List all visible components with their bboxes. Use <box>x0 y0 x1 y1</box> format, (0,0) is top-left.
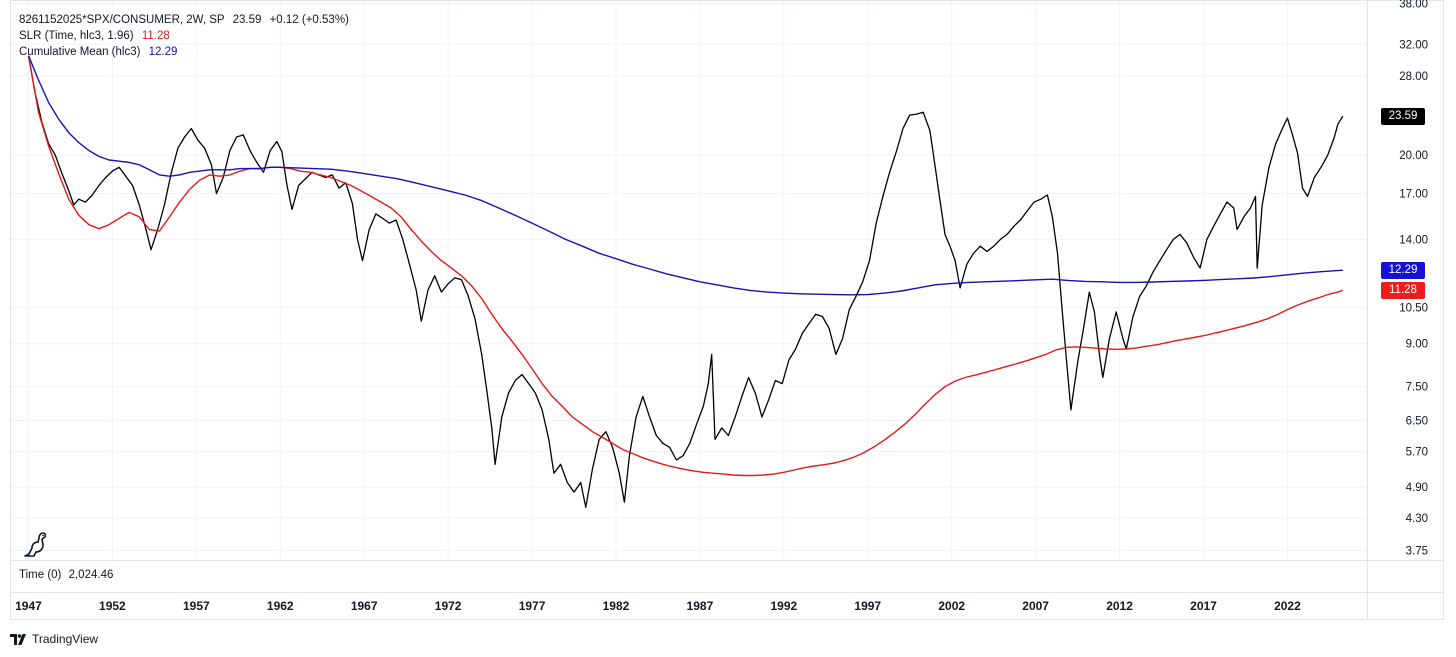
slr-label: SLR (Time, hlc3, 1.96) <box>19 30 134 42</box>
y-tick-label: 28.00 <box>1399 71 1428 83</box>
y-tick-label: 3.75 <box>1406 545 1428 557</box>
tradingview-logo[interactable]: TradingView <box>10 632 98 646</box>
y-tick-label: 9.00 <box>1406 339 1428 351</box>
mean-label: Cumulative Mean (hlc3) <box>19 46 141 58</box>
y-tick-label: 4.90 <box>1406 482 1428 494</box>
price-change: +0.12 (+0.53%) <box>269 14 349 26</box>
y-tick-label: 10.50 <box>1399 302 1428 314</box>
chart-grid <box>10 0 1368 560</box>
y-tick-label: 4.30 <box>1406 513 1428 525</box>
legend-symbol-row[interactable]: 8261152025*SPX/CONSUMER, 2W, SP 23.59 +0… <box>19 12 349 28</box>
y-tick-label: 7.50 <box>1406 382 1428 394</box>
price-series-line <box>27 55 1344 508</box>
x-tick-label: 1962 <box>267 599 294 613</box>
x-tick-label: 1947 <box>15 599 42 613</box>
x-tick-label: 1972 <box>435 599 462 613</box>
x-tick-label: 1992 <box>770 599 797 613</box>
y-tick-label: 20.00 <box>1399 150 1428 162</box>
plot-border <box>10 0 1444 620</box>
x-tick-label: 1957 <box>183 599 210 613</box>
mean-value: 12.29 <box>148 46 178 58</box>
price-scale[interactable]: 38.00 32.00 28.00 20.00 17.00 14.00 10.50 9.00 7… <box>1399 0 1428 557</box>
y-tick-label: 32.00 <box>1399 39 1428 51</box>
chart-legend: 8261152025*SPX/CONSUMER, 2W, SP 23.59 +0… <box>19 12 349 60</box>
y-tick-label: 14.00 <box>1399 234 1428 246</box>
x-tick-label: 1997 <box>854 599 881 613</box>
mean-series-line <box>27 55 1343 296</box>
brand-name: TradingView <box>32 632 99 646</box>
x-tick-label: 2017 <box>1190 599 1217 613</box>
x-tick-label: 1982 <box>603 599 630 613</box>
slr-badge: 11.28 <box>1381 281 1425 299</box>
x-tick-label: 1952 <box>99 599 126 613</box>
symbol-label: 8261152025*SPX/CONSUMER, 2W, SP <box>19 14 225 26</box>
time-indicator-label[interactable]: Time (0) 2,024.46 <box>19 569 113 581</box>
y-tick-label: 5.70 <box>1406 447 1428 459</box>
y-tick-label: 6.50 <box>1406 416 1428 428</box>
x-tick-label: 2022 <box>1274 599 1301 613</box>
x-tick-label: 2007 <box>1022 599 1049 613</box>
series-layer <box>27 55 1344 508</box>
tradingview-icon <box>10 633 26 645</box>
slr-series-line <box>27 55 1344 477</box>
slr-value: 11.28 <box>141 30 170 42</box>
x-tick-label: 1987 <box>687 599 714 613</box>
dinosaur-icon <box>22 530 48 563</box>
x-tick-label: 1967 <box>351 599 378 613</box>
time-scale[interactable]: 1947 1952 1957 1962 1967 1972 1977 1982 1987 1992… <box>15 599 1301 613</box>
y-tick-label: 17.00 <box>1399 189 1428 201</box>
time-indicator-name: Time (0) <box>19 569 62 581</box>
time-indicator-value: 2,024.46 <box>68 569 114 581</box>
price-badge: 23.59 <box>1381 107 1425 125</box>
last-price: 23.59 <box>232 14 262 26</box>
legend-slr-row[interactable]: SLR (Time, hlc3, 1.96) 11.28 <box>19 28 349 44</box>
x-tick-label: 2012 <box>1106 599 1133 613</box>
x-tick-label: 1977 <box>519 599 546 613</box>
y-tick-label: 38.00 <box>1399 0 1428 11</box>
x-tick-label: 2002 <box>938 599 965 613</box>
mean-badge: 12.29 <box>1381 261 1425 279</box>
legend-mean-row[interactable]: Cumulative Mean (hlc3) 12.29 <box>19 44 349 60</box>
